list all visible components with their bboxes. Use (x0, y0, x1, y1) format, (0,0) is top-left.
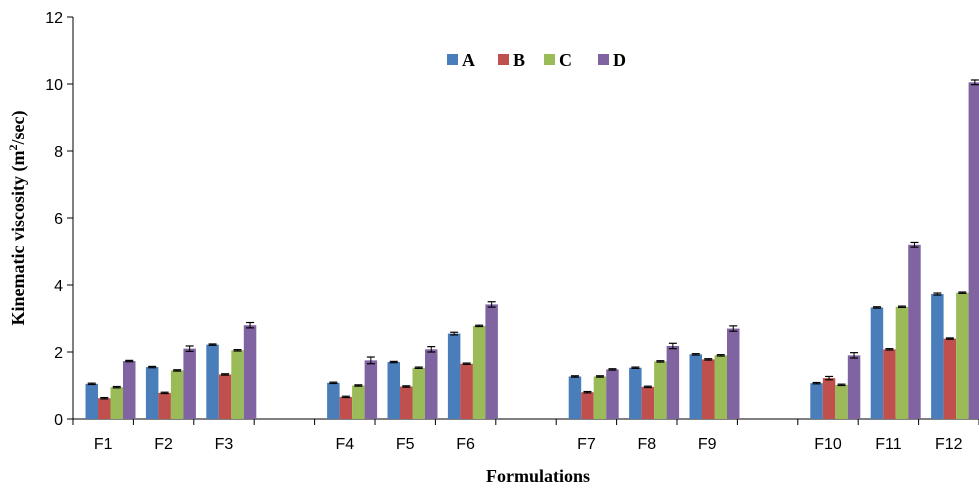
y-axis-title: Kinematic viscosity (m2/sec) (6, 111, 29, 326)
x-axis-title: Formulations (486, 466, 590, 486)
bar-C-F5 (412, 367, 425, 419)
bar-B-F5 (400, 386, 413, 419)
bar-D-F7 (606, 369, 619, 419)
bar-D-F9 (727, 328, 740, 419)
bar-C-F1 (110, 387, 123, 419)
x-tick-label: F3 (215, 436, 234, 453)
bar-A-F1 (85, 383, 98, 419)
y-axis-title-superscript: 2 (6, 145, 20, 151)
x-tick-label: F6 (456, 436, 475, 453)
bar-D-F2 (183, 348, 196, 419)
bar-B-F12 (943, 338, 957, 419)
x-tick-label: F4 (335, 436, 354, 453)
bar-B-F11 (883, 349, 896, 419)
legend-swatch-B (498, 54, 509, 65)
bar-B-F1 (98, 398, 111, 419)
y-tick-label: 12 (45, 10, 63, 27)
x-tick-label: F1 (94, 436, 113, 453)
bar-D-F10 (847, 355, 861, 419)
bar-A-F12 (931, 294, 944, 419)
x-tick-label: F5 (396, 436, 415, 453)
x-tick-label: F9 (698, 436, 717, 453)
bar-D-F4 (364, 360, 378, 419)
y-tick-label: 8 (54, 144, 63, 161)
bar-A-F3 (206, 344, 219, 419)
bar-A-F8 (629, 367, 642, 419)
bar-B-F3 (218, 374, 232, 419)
y-tick-label: 0 (54, 412, 63, 429)
y-tick-label: 6 (54, 211, 63, 228)
legend-label-C: C (559, 50, 572, 70)
bar-A-F5 (387, 362, 400, 419)
bar-D-F6 (485, 304, 498, 419)
bar-C-F4 (352, 385, 365, 419)
bar-D-F12 (968, 82, 979, 419)
bar-C-F2 (170, 370, 184, 419)
error-bars-group (87, 79, 979, 400)
legend-label-D: D (613, 50, 626, 70)
x-tick-label: F12 (935, 436, 963, 453)
y-tick-label: 4 (54, 278, 63, 295)
legend-swatch-A (447, 54, 458, 65)
legend: A B C D (447, 50, 626, 70)
bar-A-F2 (145, 367, 159, 419)
x-axis: F1 F2 F3 F4 F5 F6 F7 F8 F9 F10 F11 F12 (72, 418, 979, 453)
bar-C-F12 (956, 292, 969, 419)
x-tick-label: F8 (637, 436, 656, 453)
y-axis-title-main: Kinematic viscosity (m (8, 151, 29, 326)
y-axis-title-end: /sec) (8, 111, 29, 146)
legend-swatch-C (544, 54, 555, 65)
bar-C-F9 (714, 355, 727, 419)
bar-A-F10 (810, 383, 823, 419)
x-tick-label: F11 (875, 436, 901, 453)
y-axis: 0 2 4 6 8 10 12 (45, 10, 74, 429)
bar-A-F4 (327, 382, 340, 419)
bar-C-F7 (593, 376, 607, 419)
bar-B-F2 (158, 392, 171, 419)
bar-A-F11 (870, 307, 884, 419)
bar-B-F10 (822, 378, 836, 419)
bar-B-F7 (581, 392, 594, 419)
bar-B-F9 (702, 359, 715, 419)
x-tick-label: F10 (814, 436, 842, 453)
bar-C-F3 (231, 350, 244, 419)
legend-swatch-D (598, 54, 609, 65)
legend-label-A: A (462, 50, 475, 70)
y-tick-label: 2 (54, 345, 63, 362)
bar-A-F9 (689, 354, 702, 419)
bar-D-F8 (666, 345, 680, 419)
bar-B-F4 (339, 396, 353, 419)
legend-label-B: B (513, 50, 525, 70)
bar-C-F8 (654, 361, 667, 419)
bars-group (85, 82, 979, 419)
bar-B-F6 (460, 363, 473, 419)
bar-A-F6 (447, 333, 461, 419)
bar-C-F10 (835, 384, 848, 419)
bar-D-F11 (908, 244, 921, 419)
x-tick-label: F7 (577, 436, 596, 453)
x-tick-label: F2 (154, 436, 173, 453)
bar-C-F6 (472, 325, 486, 419)
y-tick-label: 10 (45, 77, 63, 94)
bar-B-F8 (641, 386, 655, 419)
bar-C-F11 (895, 306, 909, 419)
bar-D-F5 (425, 349, 438, 419)
bar-D-F3 (243, 325, 257, 419)
bar-D-F1 (123, 361, 136, 419)
bar-A-F7 (568, 376, 582, 419)
